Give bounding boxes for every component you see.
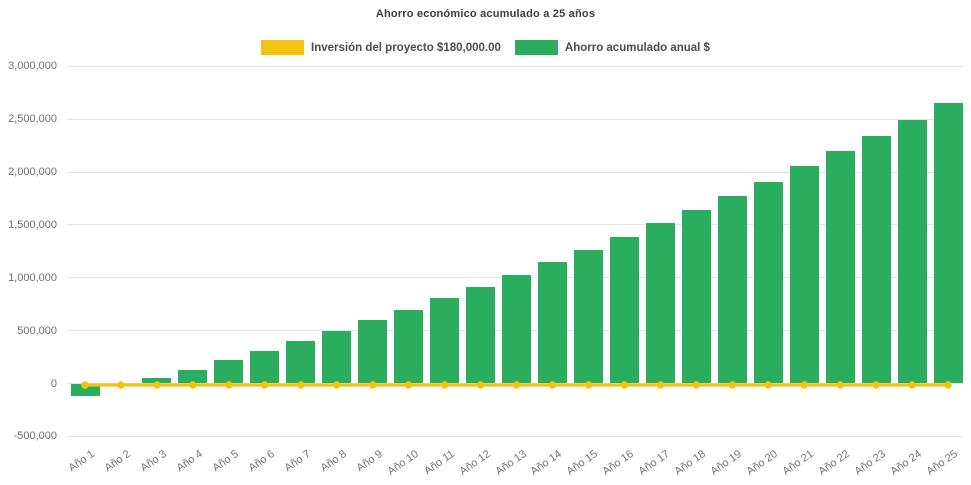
gridline--500,000 (67, 435, 963, 437)
bar-año-12[interactable] (466, 286, 496, 384)
bar-año-1[interactable] (70, 383, 100, 397)
gridline-2,500,000 (67, 118, 963, 120)
bar-año-22[interactable] (825, 150, 855, 384)
y-axis-label-3,000,000: 3,000,000 (8, 60, 57, 73)
legend-item-savings[interactable]: Ahorro acumulado anual $ (514, 40, 710, 55)
bar-año-3[interactable] (142, 378, 172, 384)
legend-label-investment: Inversión del proyecto $180,000.00 (311, 41, 501, 54)
bar-año-7[interactable] (286, 341, 316, 384)
bar-año-4[interactable] (178, 369, 208, 384)
bar-año-23[interactable] (861, 135, 891, 384)
bar-año-18[interactable] (681, 210, 711, 384)
bar-año-15[interactable] (573, 250, 603, 384)
legend-item-investment[interactable]: Inversión del proyecto $180,000.00 (261, 40, 501, 55)
legend-label-savings: Ahorro acumulado anual $ (564, 41, 710, 54)
chart-title: Ahorro económico acumulado a 25 años (375, 8, 596, 20)
chart-legend: Inversión del proyecto $180,000.00 Ahorr… (0, 40, 971, 55)
bar-año-6[interactable] (250, 350, 280, 384)
y-axis-label-2,500,000: 2,500,000 (8, 113, 57, 126)
y-axis-label-2,000,000: 2,000,000 (8, 166, 57, 179)
bar-año-21[interactable] (789, 166, 819, 384)
bar-año-11[interactable] (430, 297, 460, 384)
bar-año-9[interactable] (358, 319, 388, 384)
bar-año-8[interactable] (322, 331, 352, 384)
bar-año-24[interactable] (897, 119, 927, 384)
bar-año-5[interactable] (214, 360, 244, 384)
bar-año-13[interactable] (502, 274, 532, 384)
gridline-2,000,000 (67, 171, 963, 173)
bar-año-14[interactable] (537, 261, 567, 384)
bar-año-16[interactable] (609, 237, 639, 384)
y-axis-label-0: 0 (50, 377, 57, 390)
bar-año-19[interactable] (717, 196, 747, 384)
y-axis-label-1,000,000: 1,000,000 (8, 271, 57, 284)
investment-color-swatch (261, 40, 305, 55)
y-axis-label-500,000: 500,000 (17, 324, 57, 337)
y-axis-label-1,500,000: 1,500,000 (8, 218, 57, 231)
bar-año-17[interactable] (645, 223, 675, 384)
gridline-3,000,000 (67, 65, 963, 67)
gridline-1,500,000 (67, 224, 963, 226)
bar-año-25[interactable] (933, 103, 963, 384)
savings-color-swatch (514, 40, 558, 55)
bar-año-2[interactable] (106, 383, 136, 387)
bar-año-20[interactable] (753, 181, 783, 384)
bar-año-10[interactable] (394, 309, 424, 384)
y-axis-label--500,000: -500,000 (13, 430, 57, 443)
